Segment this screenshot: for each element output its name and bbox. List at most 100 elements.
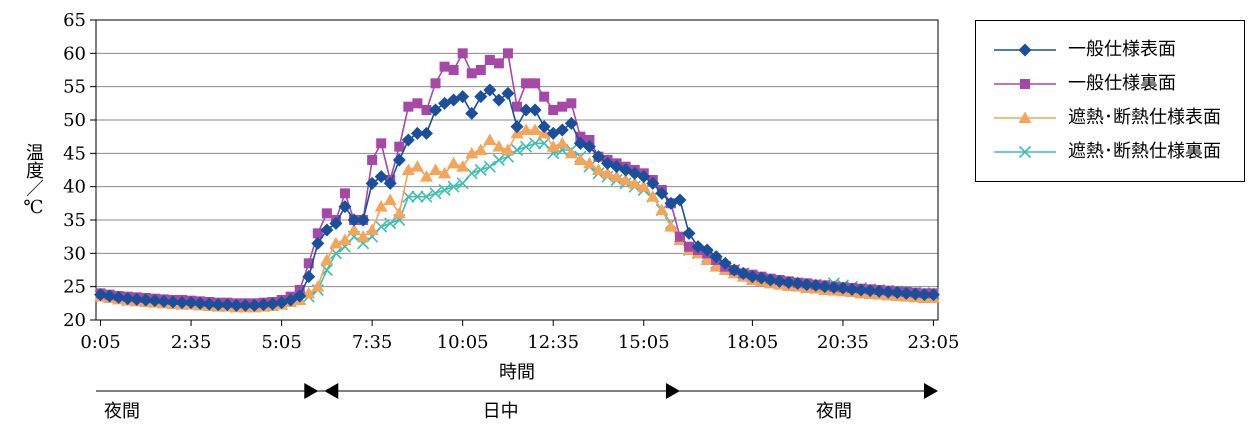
x-tick-label-6: 15:05 xyxy=(618,332,670,353)
point-3-42 xyxy=(474,163,487,177)
point-0-6 xyxy=(148,294,162,308)
x-tick-label-7: 18:05 xyxy=(726,332,778,353)
point-1-34 xyxy=(403,101,414,112)
y-axis: 20 25 30 35 40 45 50 55 60 65 xyxy=(63,10,96,331)
point-0-42 xyxy=(474,90,488,104)
point-0-9 xyxy=(175,296,189,310)
legend-label-1: 一般仕様裏面 xyxy=(1068,73,1176,94)
point-2-28 xyxy=(347,223,361,235)
point-0-80 xyxy=(818,280,832,294)
point-0-21 xyxy=(284,293,298,307)
point-0-79 xyxy=(809,278,823,292)
point-0-52 xyxy=(564,116,578,130)
legend-label-2: 遮熱･断熱仕様表面 xyxy=(1068,107,1221,128)
y-tick-label-9: 65 xyxy=(63,10,86,31)
point-3-44 xyxy=(492,153,505,167)
point-0-40 xyxy=(456,90,470,104)
y-tick-label-4: 40 xyxy=(63,177,86,198)
point-0-77 xyxy=(791,276,805,290)
point-2-63 xyxy=(664,220,678,232)
point-0-10 xyxy=(184,296,198,310)
legend-item-0: 一般仕様表面 xyxy=(976,33,1246,67)
point-0-87 xyxy=(881,285,895,299)
legend-item-1: 一般仕様裏面 xyxy=(976,67,1246,101)
series-0 xyxy=(94,83,940,312)
arrow-night-end xyxy=(304,383,319,399)
legend-symbol-2 xyxy=(1018,111,1032,123)
point-3-40 xyxy=(456,177,469,190)
arrow-night2-end xyxy=(924,383,938,399)
point-2-44 xyxy=(492,140,506,152)
point-0-2 xyxy=(112,290,126,304)
point-0-88 xyxy=(890,286,904,300)
point-0-76 xyxy=(782,276,796,290)
point-0-54 xyxy=(582,140,596,154)
point-0-69 xyxy=(718,256,732,270)
point-2-38 xyxy=(438,166,452,179)
point-2-26 xyxy=(329,236,343,249)
period-label-2: 夜間 xyxy=(816,401,852,422)
point-1-31 xyxy=(376,138,387,149)
point-3-48 xyxy=(529,137,542,150)
point-2-35 xyxy=(410,160,424,172)
point-0-72 xyxy=(745,270,759,284)
point-1-43 xyxy=(484,55,495,65)
point-1-36 xyxy=(421,105,432,115)
point-0-74 xyxy=(764,273,778,287)
y-tick-label-1: 25 xyxy=(63,277,86,298)
point-2-32 xyxy=(383,193,397,205)
point-0-1 xyxy=(103,289,117,303)
point-0-13 xyxy=(211,298,225,312)
legend-marker-3 xyxy=(994,145,1056,159)
point-1-65 xyxy=(684,241,695,252)
legend-item-2: 遮熱･断熱仕様表面 xyxy=(976,101,1246,135)
point-2-27 xyxy=(338,233,352,245)
x-tick-label-3: 7:35 xyxy=(352,332,392,353)
y-tick-label-0: 20 xyxy=(63,310,86,331)
point-2-33 xyxy=(392,206,406,219)
point-1-51 xyxy=(557,101,568,112)
point-2-29 xyxy=(356,230,370,242)
point-2-58 xyxy=(619,173,633,185)
x-tick-label-2: 5:05 xyxy=(261,332,301,353)
point-0-36 xyxy=(419,126,433,140)
point-2-55 xyxy=(591,163,605,175)
point-2-56 xyxy=(601,166,615,179)
point-1-24 xyxy=(312,228,323,239)
point-0-14 xyxy=(220,298,234,312)
point-0-43 xyxy=(483,83,497,97)
point-3-35 xyxy=(411,190,424,203)
point-0-91 xyxy=(917,288,931,302)
point-0-28 xyxy=(347,213,361,227)
point-1-49 xyxy=(539,91,550,102)
point-0-31 xyxy=(374,170,388,184)
point-0-5 xyxy=(139,293,153,307)
point-1-37 xyxy=(430,78,441,89)
point-3-47 xyxy=(519,140,533,153)
point-0-15 xyxy=(229,298,243,312)
point-0-84 xyxy=(854,283,868,297)
arrow-day-start xyxy=(324,383,339,399)
point-1-35 xyxy=(412,98,423,109)
point-0-16 xyxy=(238,298,252,312)
point-1-53 xyxy=(575,131,586,142)
point-2-61 xyxy=(646,190,660,202)
point-2-54 xyxy=(582,156,596,169)
point-2-57 xyxy=(610,170,624,182)
point-2-30 xyxy=(365,223,379,235)
point-3-31 xyxy=(375,220,388,233)
point-3-37 xyxy=(429,187,442,200)
point-0-90 xyxy=(908,287,922,301)
point-0-34 xyxy=(401,133,415,147)
legend-label-0: 一般仕様表面 xyxy=(1068,39,1176,60)
point-0-49 xyxy=(537,120,551,134)
point-2-36 xyxy=(419,170,433,182)
x-tick-label-5: 12:35 xyxy=(527,332,579,353)
x-tick-label-1: 2:35 xyxy=(171,332,211,353)
point-2-31 xyxy=(374,200,388,212)
point-0-35 xyxy=(410,126,424,140)
point-3-38 xyxy=(438,183,451,197)
period-label-0: 夜間 xyxy=(104,401,140,422)
point-1-40 xyxy=(457,48,468,59)
